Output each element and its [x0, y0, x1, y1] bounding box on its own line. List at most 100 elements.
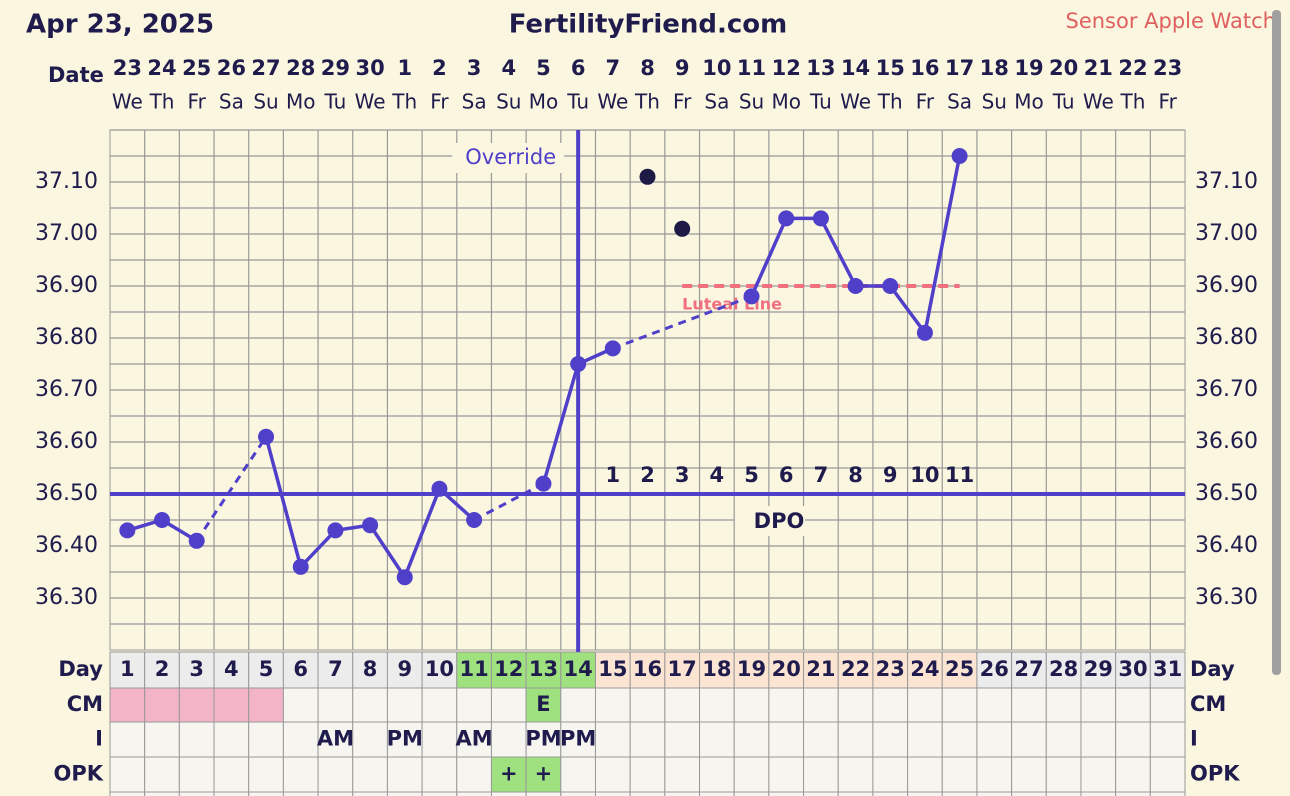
- cycle-day: 2: [155, 657, 170, 681]
- opk-cell: [525, 756, 562, 793]
- cycle-day: 18: [702, 657, 731, 681]
- date-label: 6: [571, 56, 586, 80]
- i-cell: [490, 721, 527, 758]
- opk-cell: [733, 756, 770, 793]
- weekday-label: Su: [982, 90, 1007, 114]
- extra-cell: [594, 791, 631, 796]
- extra-cell: [1080, 791, 1117, 796]
- date-label: 25: [182, 56, 211, 80]
- i-cell: [386, 721, 423, 758]
- temp-point: [258, 428, 275, 445]
- temp-point: [604, 340, 621, 357]
- temp-point: [916, 324, 933, 341]
- opk-cell: [178, 756, 215, 793]
- cycle-day: 25: [945, 657, 974, 681]
- date-label: 17: [945, 56, 974, 80]
- dpo-label: 4: [710, 463, 725, 487]
- extra-cell: [213, 791, 250, 796]
- discarded-point: [674, 220, 691, 237]
- i-cell: [1080, 721, 1117, 758]
- opk-cell: [1045, 756, 1082, 793]
- weekday-label: Sa: [462, 90, 487, 114]
- dpo-label: 3: [675, 463, 690, 487]
- y-tick-label: 36.30: [35, 585, 98, 610]
- cycle-day: 6: [293, 657, 308, 681]
- opk-cell: [629, 756, 666, 793]
- opk-cell: [1080, 756, 1117, 793]
- date-label: 9: [675, 56, 690, 80]
- cycle-day: 4: [224, 657, 239, 681]
- discarded-point: [639, 168, 656, 185]
- opk-cell: [213, 756, 250, 793]
- cm-cell: [178, 687, 215, 723]
- cm-cell: [1011, 687, 1047, 723]
- cycle-day: 8: [363, 657, 378, 681]
- y-tick-label-right: 36.60: [1195, 429, 1258, 454]
- date-label: 1: [397, 56, 412, 80]
- dpo-label: 2: [640, 463, 655, 487]
- day-cell: [1149, 651, 1186, 689]
- weekday-label: Mo: [1014, 90, 1044, 114]
- extra-cell: [803, 791, 839, 796]
- y-tick-label-right: 36.80: [1195, 325, 1258, 350]
- weekday-label: Fr: [673, 90, 692, 114]
- cm-cell: [664, 687, 701, 723]
- scrollbar[interactable]: [1272, 10, 1281, 675]
- cm-cell: [421, 687, 458, 723]
- weekday-label: Mo: [286, 90, 316, 114]
- cm-cell: [907, 687, 943, 723]
- opk-cell: [837, 756, 874, 793]
- opk-cell: [352, 756, 388, 793]
- opk-label: +: [500, 762, 518, 786]
- extra-cell: [664, 791, 701, 796]
- weekday-label: Tu: [323, 90, 346, 114]
- opk-cell: [421, 756, 458, 793]
- cm-cell: [699, 687, 735, 723]
- y-tick-label-right: 37.00: [1195, 221, 1258, 246]
- date-label: 29: [321, 56, 350, 80]
- weekday-label: We: [1083, 90, 1114, 114]
- cycle-day: 30: [1118, 657, 1147, 681]
- extra-cell: [386, 791, 423, 796]
- dpo-label: 5: [744, 463, 759, 487]
- i-cell: [282, 721, 319, 758]
- cycle-day: 16: [633, 657, 662, 681]
- weekday-label: Tu: [1052, 90, 1075, 114]
- row-label: Day: [58, 657, 103, 681]
- cm-cell: [144, 687, 180, 723]
- cm-cell: [941, 687, 978, 723]
- gap-connector: [195, 435, 268, 542]
- weekday-label: Th: [634, 90, 660, 114]
- cm-cell: [1045, 687, 1082, 723]
- temp-point: [431, 480, 448, 497]
- date-label: 14: [841, 56, 870, 80]
- extra-cell: [907, 791, 943, 796]
- temp-point: [327, 522, 344, 539]
- weekday-label: Tu: [566, 90, 589, 114]
- i-cell: [1045, 721, 1082, 758]
- opk-cell: [109, 756, 146, 793]
- row-label-right: Day: [1190, 657, 1235, 681]
- temp-point: [188, 532, 205, 549]
- date-label: 8: [640, 56, 655, 80]
- extra-cell: [490, 791, 527, 796]
- cycle-day: 5: [259, 657, 274, 681]
- y-tick-label: 37.10: [35, 169, 98, 194]
- y-tick-label: 36.80: [35, 325, 98, 350]
- temp-point: [362, 517, 379, 534]
- row-label: OPK: [53, 762, 103, 786]
- weekday-label: Mo: [771, 90, 801, 114]
- cm-cell: [386, 687, 423, 723]
- dpo-label: 11: [945, 463, 974, 487]
- i-cell: [976, 721, 1013, 758]
- i-cell: [837, 721, 874, 758]
- i-cell: [768, 721, 805, 758]
- i-cell: [560, 721, 596, 758]
- extra-cell: [976, 791, 1013, 796]
- cycle-day: 12: [494, 657, 523, 681]
- date-label: 23: [1153, 56, 1182, 80]
- cycle-day: 26: [980, 657, 1009, 681]
- opk-cell: [699, 756, 735, 793]
- weekday-label: Mo: [529, 90, 559, 114]
- cm-cell: [248, 687, 284, 723]
